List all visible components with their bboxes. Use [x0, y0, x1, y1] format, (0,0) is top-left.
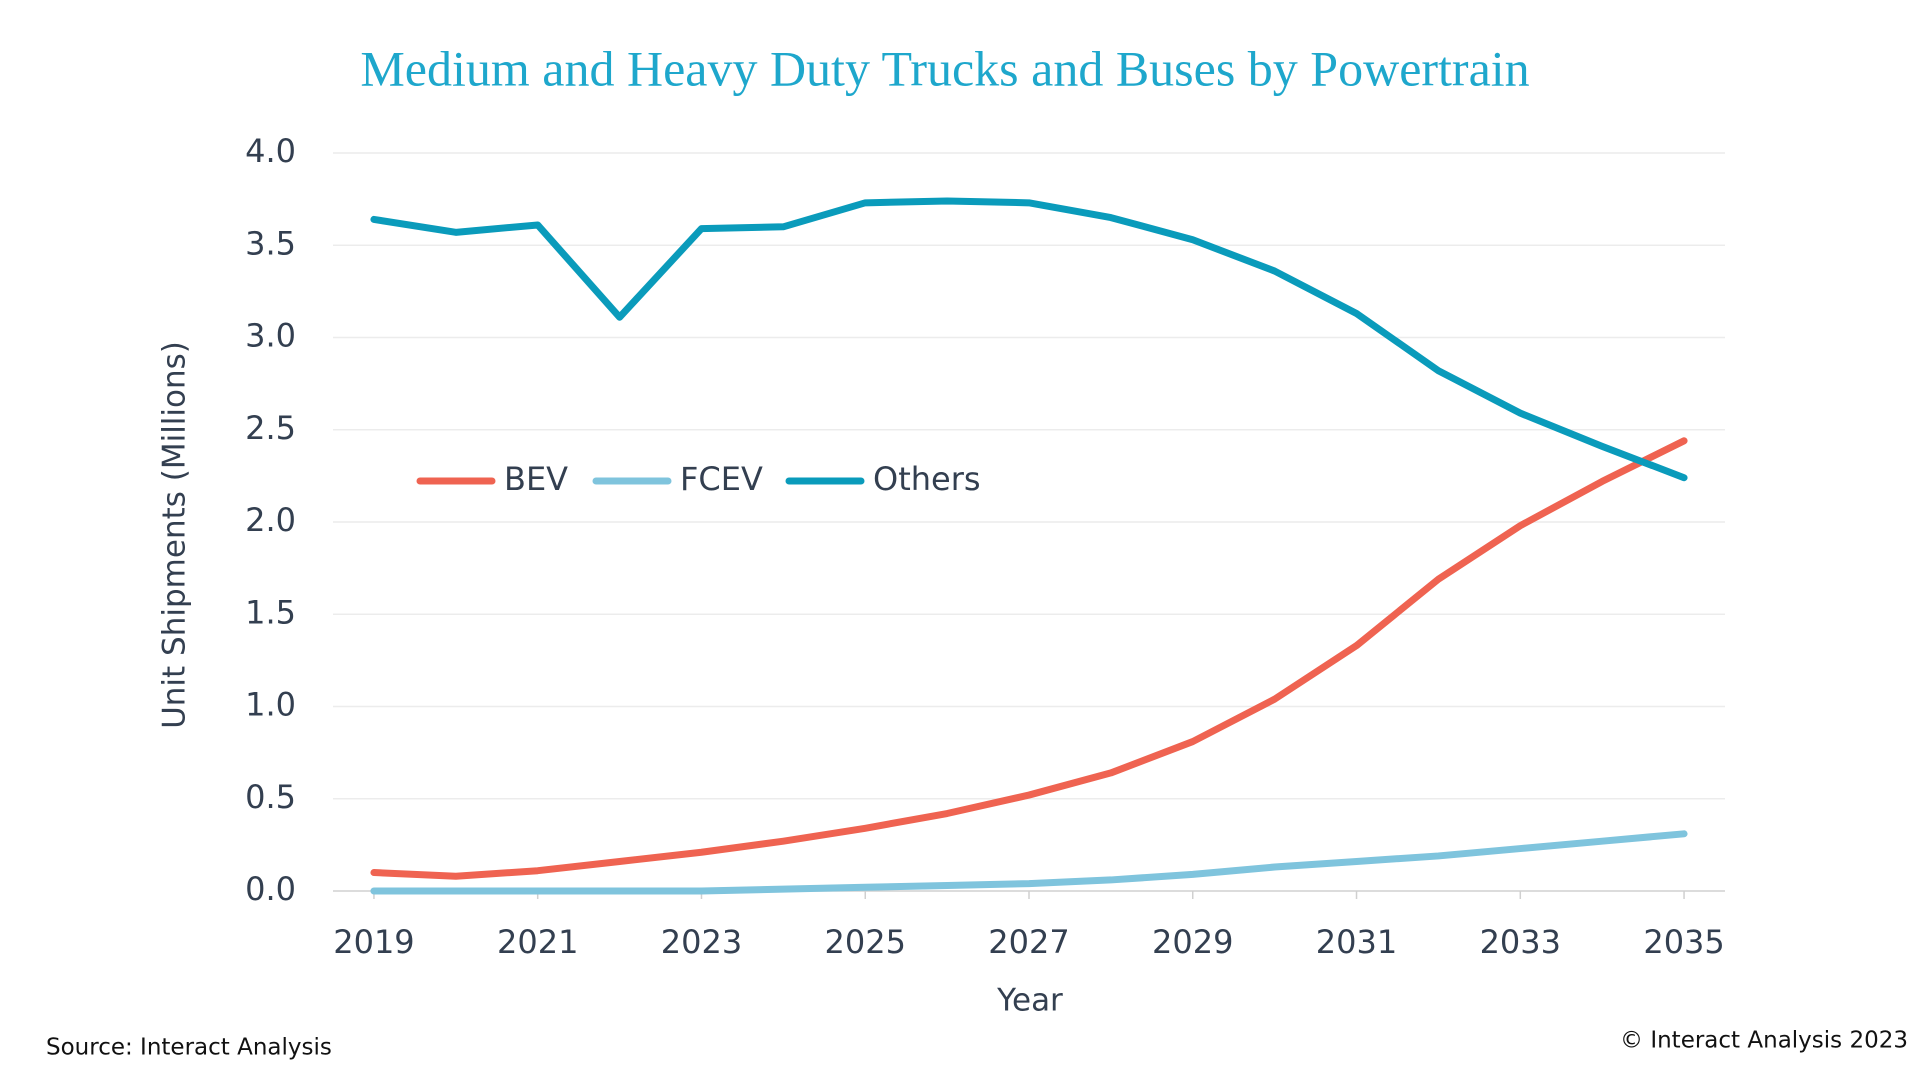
series-line [370, 437, 1688, 880]
copyright-note: © Interact Analysis 2023 [1620, 1028, 1908, 1054]
x-tick-label: 2031 [1316, 923, 1397, 961]
x-tick-label: 2033 [1480, 923, 1561, 961]
y-tick-label: 4.0 [245, 132, 296, 170]
y-tick-label: 3.0 [245, 317, 296, 355]
legend-label: Others [873, 460, 981, 498]
source-note: Source: Interact Analysis [46, 1035, 332, 1061]
y-axis-title: Unit Shipments (Millions) [157, 341, 193, 729]
y-tick-label: 3.5 [245, 224, 296, 262]
x-tick-label: 2021 [497, 923, 578, 961]
x-axis-title: Year [996, 983, 1063, 1019]
legend-label: FCEV [680, 460, 763, 498]
y-tick-label: 2.5 [245, 409, 296, 447]
y-tick-label: 0.0 [245, 870, 296, 908]
legend-label: BEV [504, 460, 568, 498]
x-tick-label: 2027 [988, 923, 1069, 961]
series-line [370, 197, 1688, 482]
y-tick-label: 1.5 [245, 593, 296, 631]
x-tick-label: 2019 [333, 923, 414, 961]
x-tick-label: 2029 [1152, 923, 1233, 961]
x-tick-label: 2035 [1643, 923, 1724, 961]
x-tick-label: 2025 [825, 923, 906, 961]
y-tick-label: 1.0 [245, 686, 296, 724]
x-tick-label: 2023 [661, 923, 742, 961]
y-tick-label: 0.5 [245, 778, 296, 816]
y-tick-label: 2.0 [245, 501, 296, 539]
chart-title: Medium and Heavy Duty Trucks and Buses b… [360, 40, 1529, 96]
series-line [370, 830, 1688, 895]
